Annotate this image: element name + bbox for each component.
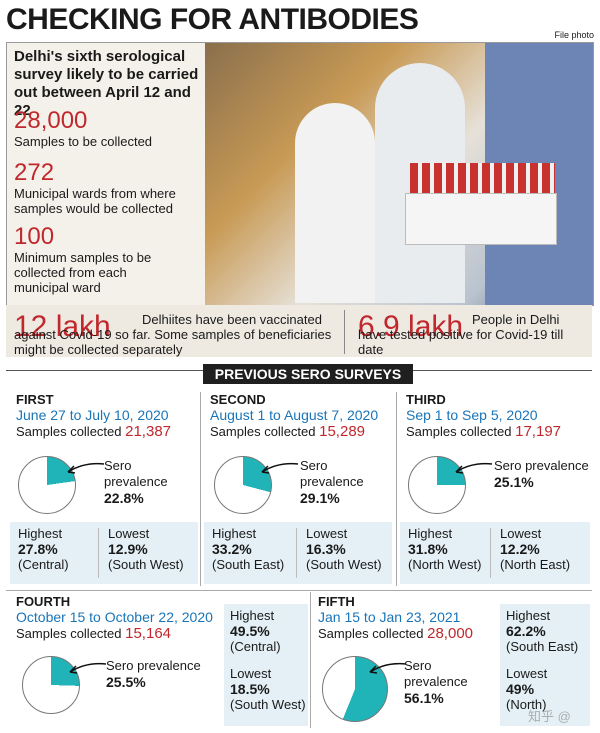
survey-dates: August 1 to August 7, 2020 <box>210 407 379 423</box>
stat-label: Minimum samples to be collected from eac… <box>14 250 152 295</box>
file-photo <box>205 43 593 305</box>
highest-block: Highest 31.8% (North West) <box>408 526 482 572</box>
photo-credit: File photo <box>554 30 594 40</box>
column-divider <box>200 392 201 586</box>
watermark: 知乎 @ <box>528 709 571 724</box>
stat-min-samples: 100 Minimum samples to be collected from… <box>14 223 174 296</box>
lowest-block: Lowest 16.3% (South West) <box>306 526 382 572</box>
survey-dates: June 27 to July 10, 2020 <box>16 407 169 423</box>
survey-first: FIRST June 27 to July 10, 2020 Samples c… <box>16 392 198 440</box>
survey-second: SECOND August 1 to August 7, 2020 Sample… <box>210 392 394 440</box>
fact-text: People in Delhi have tested positive for… <box>358 312 564 357</box>
samples-collected: Samples collected 28,000 <box>318 625 474 642</box>
lowest-block: Lowest 49% (North) <box>506 666 548 712</box>
survey-name: SECOND <box>210 392 266 407</box>
samples-collected: Samples collected 15,164 <box>16 625 172 642</box>
highest-lowest-panel: Highest 31.8% (North West) Lowest 12.2% (Nor… <box>400 522 590 584</box>
highest-block: Highest 27.8% (Central) <box>18 526 69 572</box>
samples-collected: Samples collected 21,387 <box>16 423 172 440</box>
survey-fifth: FIFTH Jan 15 to Jan 23, 2021 Samples col… <box>318 594 498 642</box>
intro-text: Delhi's sixth serological survey likely … <box>14 48 199 119</box>
samples-collected: Samples collected 17,197 <box>406 423 562 440</box>
pointer-arrow <box>369 662 407 674</box>
lowest-block: Lowest 12.9% (South West) <box>108 526 184 572</box>
panel-divider <box>296 528 297 578</box>
intro-panel <box>6 42 594 306</box>
pointer-arrow <box>67 462 105 474</box>
survey-name: FOURTH <box>16 594 71 609</box>
fact-value: 12 lakh <box>14 310 111 343</box>
column-divider <box>396 392 397 586</box>
highest-lowest-panel: Highest 33.2% (South East) Lowest 16.3% (Sou… <box>204 522 392 584</box>
facts-divider <box>344 310 345 354</box>
survey-third: THIRD Sep 1 to Sep 5, 2020 Samples colle… <box>406 392 592 440</box>
sero-pie-chart <box>22 656 80 714</box>
stat-value: 100 <box>14 223 55 250</box>
stat-wards: 272 Municipal wards from where samples w… <box>14 159 204 217</box>
highest-lowest-panel: Highest 27.8% (Central) Lowest 12.9% (South … <box>10 522 198 584</box>
column-divider <box>310 592 311 728</box>
survey-dates: Sep 1 to Sep 5, 2020 <box>406 407 538 423</box>
fact-text: Delhiites have been vaccinated against C… <box>14 312 332 357</box>
sero-prevalence: Sero prevalence 29.1% <box>300 458 364 506</box>
sero-prevalence: Sero prevalence 22.8% <box>104 458 168 506</box>
sero-pie-chart <box>322 656 388 722</box>
sero-prevalence: Sero prevalence 56.1% <box>404 658 468 706</box>
lowest-block: Lowest 12.2% (North East) <box>500 526 571 572</box>
samples-collected: Samples collected 15,289 <box>210 423 366 440</box>
page-title: CHECKING FOR ANTIBODIES <box>6 3 419 36</box>
facts-band <box>6 305 592 357</box>
sero-pie-chart <box>408 456 466 514</box>
panel-divider <box>490 528 491 578</box>
panel-divider <box>98 528 99 578</box>
survey-name: THIRD <box>406 392 446 407</box>
highest-lowest-panel: Highest 62.2% (South East) Lowest 49% (North… <box>500 604 590 726</box>
pointer-arrow <box>69 662 107 674</box>
fact-positive: 6.9 lakh People in Delhi have tested pos… <box>358 308 588 358</box>
sero-prevalence: Sero prevalence 25.1% <box>494 458 589 490</box>
stat-value: 28,000 <box>14 107 88 134</box>
stat-label: Municipal wards from where samples would… <box>14 186 176 216</box>
fact-vaccinated: 12 lakh Delhiites have been vaccinated a… <box>14 308 344 358</box>
stat-label: Samples to be collected <box>14 134 153 149</box>
sero-pie-chart <box>18 456 76 514</box>
sero-prevalence: Sero prevalence 25.5% <box>106 658 201 690</box>
survey-dates: October 15 to October 22, 2020 <box>16 609 213 625</box>
highest-block: Highest 62.2% (South East) <box>506 608 579 654</box>
highest-block: Highest 49.5% (Central) <box>230 608 281 654</box>
sero-pie-chart <box>214 456 272 514</box>
fact-value: 6.9 lakh <box>358 310 464 343</box>
stat-value: 272 <box>14 159 55 186</box>
section-title: PREVIOUS SERO SURVEYS <box>203 364 413 384</box>
pointer-arrow <box>261 462 299 474</box>
lowest-block: Lowest 18.5% (South West) <box>230 666 306 712</box>
stat-samples: 28,000 Samples to be collected <box>14 107 204 150</box>
survey-fourth: FOURTH October 15 to October 22, 2020 Sa… <box>16 594 226 642</box>
highest-lowest-panel: Highest 49.5% (Central) Lowest 18.5% (South … <box>224 604 308 726</box>
survey-dates: Jan 15 to Jan 23, 2021 <box>318 609 461 625</box>
pointer-arrow <box>455 462 493 474</box>
row-divider <box>6 590 592 591</box>
highest-block: Highest 33.2% (South East) <box>212 526 285 572</box>
survey-name: FIFTH <box>318 594 355 609</box>
survey-name: FIRST <box>16 392 54 407</box>
